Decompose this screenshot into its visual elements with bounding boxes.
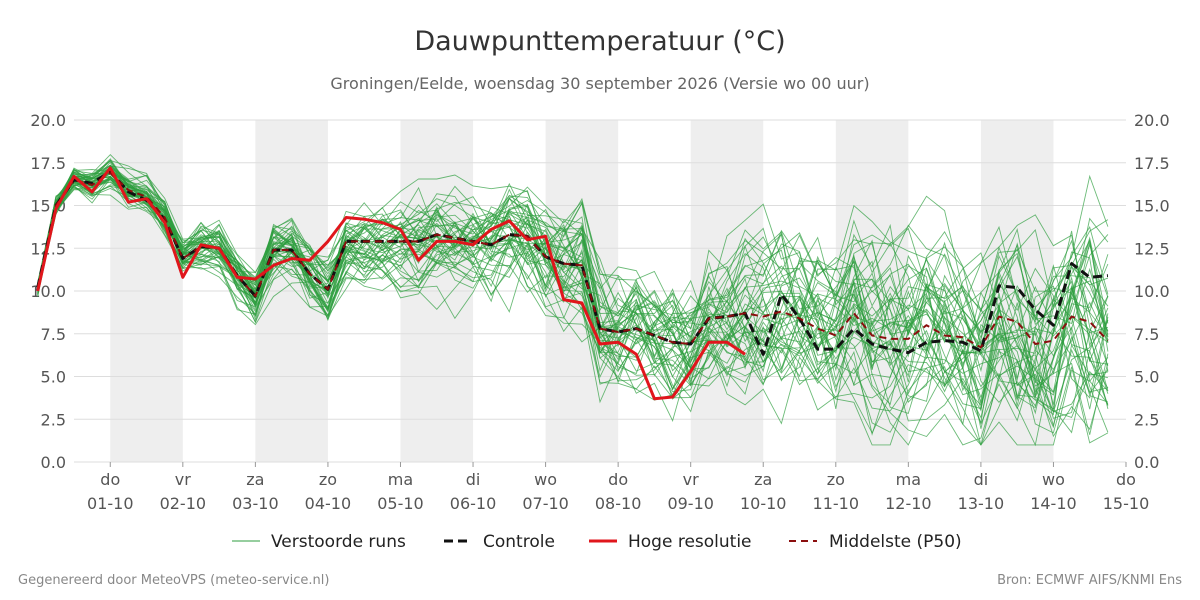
y-tick-right-2: 5.0 <box>1134 368 1159 387</box>
x-tick-day-0: do <box>100 470 120 489</box>
x-tick-date-9: 10-10 <box>740 494 787 513</box>
ensemble-run-2 <box>37 170 1109 373</box>
x-tick-date-13: 14-10 <box>1030 494 1077 513</box>
ensemble-run-42 <box>37 166 1109 404</box>
y-tick-right-0: 0.0 <box>1134 453 1159 472</box>
legend: Verstoorde runs Controle Hoge resolutie … <box>232 532 962 552</box>
ensemble-run-29 <box>37 175 1109 425</box>
ensemble-run-41 <box>37 180 1109 409</box>
x-tick-date-0: 01-10 <box>87 494 134 513</box>
legend-label-median: Middelste (P50) <box>829 532 962 552</box>
x-tick-day-7: do <box>608 470 628 489</box>
y-tick-left-0: 0.0 <box>41 453 66 472</box>
ensemble-run-48 <box>37 165 1109 433</box>
x-tick-day-1: vr <box>175 470 191 489</box>
y-tick-left-4: 10.0 <box>30 282 66 301</box>
x-tick-date-7: 08-10 <box>595 494 642 513</box>
y-tick-right-4: 10.0 <box>1134 282 1170 301</box>
y-tick-left-2: 5.0 <box>41 368 66 387</box>
x-axis: do 01-10 vr 02-10 za 03-10 zo 04-10 ma 05-10 di 06-… <box>87 462 1149 513</box>
y-tick-right-7: 17.5 <box>1134 154 1170 173</box>
y-tick-right-6: 15.0 <box>1134 197 1170 216</box>
y-tick-right-1: 2.5 <box>1134 410 1159 429</box>
ensemble-run-31 <box>37 168 1108 446</box>
ensemble-run-10 <box>37 175 1109 413</box>
ensemble-run-26 <box>37 171 1109 407</box>
y-tick-right-8: 20.0 <box>1134 111 1170 130</box>
ensemble-run-45 <box>37 180 1109 410</box>
x-tick-day-12: di <box>974 470 989 489</box>
y-tick-left-1: 2.5 <box>41 410 66 429</box>
chart-title: Dauwpunttemperatuur (°C) <box>414 26 785 57</box>
y-tick-right-3: 7.5 <box>1134 325 1159 344</box>
x-tick-day-6: wo <box>534 470 557 489</box>
x-tick-date-12: 13-10 <box>958 494 1005 513</box>
ensemble-run-34 <box>37 164 1109 422</box>
ensemble-run-39 <box>37 159 1109 406</box>
x-tick-day-3: zo <box>319 470 337 489</box>
y-tick-left-7: 17.5 <box>30 154 66 173</box>
x-tick-date-2: 03-10 <box>232 494 279 513</box>
x-tick-date-5: 06-10 <box>450 494 497 513</box>
ensemble-run-32 <box>37 167 1109 446</box>
y-tick-left-8: 20.0 <box>30 111 66 130</box>
x-tick-day-2: za <box>246 470 264 489</box>
y-axis-right: 0.0 2.5 5.0 7.5 10.0 12.5 15.0 17.5 20.0 <box>1134 111 1170 472</box>
x-tick-day-10: zo <box>827 470 845 489</box>
x-tick-day-5: di <box>466 470 481 489</box>
ensemble-run-33 <box>37 166 1109 398</box>
main-series <box>36 166 1109 401</box>
footer-source: Bron: ECMWF AIFS/KNMI Ens <box>997 573 1182 588</box>
x-tick-day-9: za <box>754 470 772 489</box>
y-tick-left-3: 7.5 <box>41 325 66 344</box>
ensemble-run-47 <box>37 184 1109 405</box>
x-tick-date-6: 07-10 <box>522 494 569 513</box>
x-tick-day-13: wo <box>1042 470 1065 489</box>
ensemble-run-37 <box>37 176 1109 446</box>
x-tick-date-14: 15-10 <box>1103 494 1150 513</box>
x-tick-day-4: ma <box>388 470 413 489</box>
chart-subtitle: Groningen/Eelde, woensdag 30 september 2… <box>330 74 869 93</box>
x-tick-date-4: 05-10 <box>377 494 424 513</box>
ensemble-run-35 <box>37 170 1109 409</box>
x-tick-date-11: 12-10 <box>885 494 932 513</box>
x-tick-date-3: 04-10 <box>305 494 352 513</box>
y-axis-left: 0.02.55.07.510.012.515.017.520.0 <box>30 111 66 472</box>
ensemble-run-6 <box>37 170 1109 444</box>
x-tick-date-8: 09-10 <box>667 494 714 513</box>
ensemble-run-49 <box>37 160 1109 407</box>
legend-label-ensemble: Verstoorde runs <box>271 532 406 552</box>
legend-label-control: Controle <box>483 532 555 552</box>
footer-generated-by: Gegenereerd door MeteoVPS (meteo-service… <box>18 573 329 588</box>
x-tick-day-14: do <box>1116 470 1136 489</box>
x-tick-date-1: 02-10 <box>160 494 207 513</box>
x-tick-day-11: ma <box>896 470 921 489</box>
y-tick-right-5: 12.5 <box>1134 239 1170 258</box>
legend-label-hres: Hoge resolutie <box>628 532 752 552</box>
hres-line <box>36 166 746 401</box>
x-tick-date-10: 11-10 <box>813 494 860 513</box>
x-tick-day-8: vr <box>683 470 699 489</box>
